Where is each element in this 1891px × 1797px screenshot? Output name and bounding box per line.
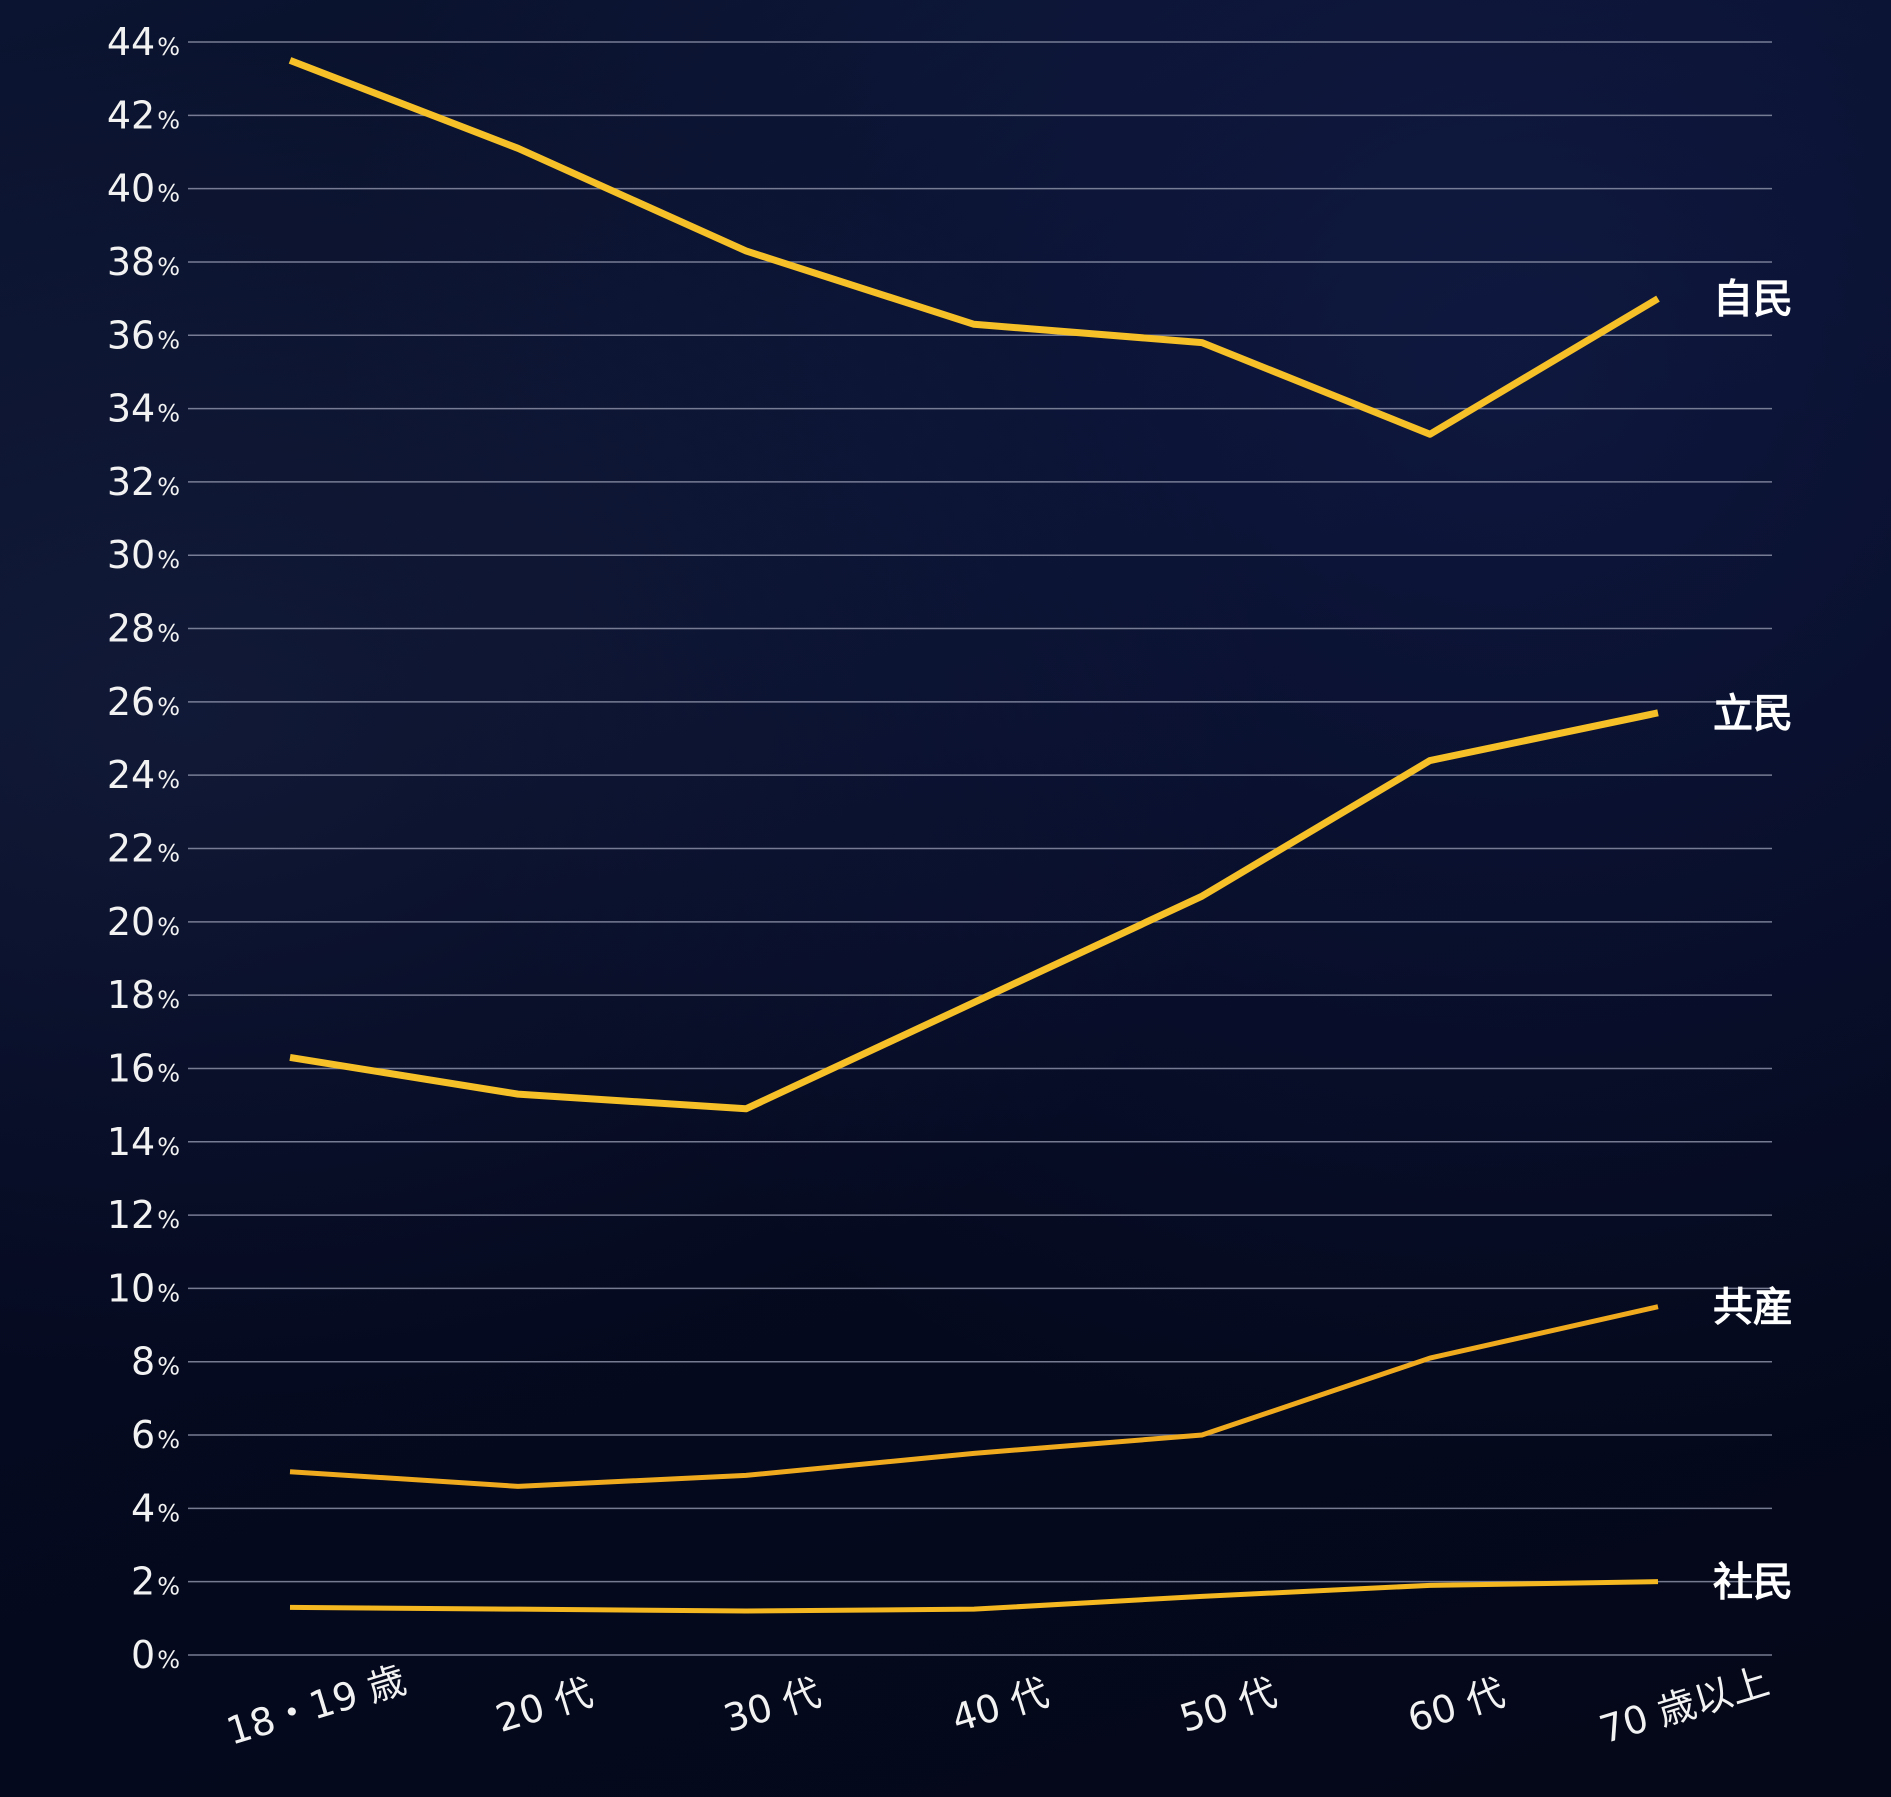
y-tick-label: 34% bbox=[107, 387, 180, 431]
series-lines bbox=[288, 57, 1660, 1614]
y-tick-label: 0% bbox=[131, 1633, 180, 1677]
x-tick-label: 20 代 bbox=[491, 1670, 598, 1741]
y-tick-label: 8% bbox=[131, 1340, 180, 1384]
y-tick-label: 38% bbox=[107, 240, 180, 284]
x-axis-ticks: 18・19 歳 20 代 30 代 40 代 50 代 60 代 70 歳以上 bbox=[221, 1658, 1774, 1754]
series-label: 社民 bbox=[1713, 1560, 1793, 1606]
y-tick-label: 6% bbox=[131, 1413, 180, 1457]
y-tick-label: 26% bbox=[107, 680, 180, 724]
series-line bbox=[289, 709, 1659, 1113]
x-tick-label: 40 代 bbox=[947, 1670, 1054, 1741]
y-tick-label: 40% bbox=[107, 167, 180, 211]
gridlines bbox=[188, 41, 1772, 1656]
x-tick-label: 30 代 bbox=[719, 1670, 826, 1741]
x-tick-label: 70 歳以上 bbox=[1594, 1659, 1774, 1752]
y-tick-label: 28% bbox=[107, 607, 180, 651]
y-tick-label: 2% bbox=[131, 1560, 180, 1604]
x-tick-label: 18・19 歳 bbox=[221, 1658, 411, 1754]
y-tick-label: 14% bbox=[107, 1120, 180, 1164]
y-tick-label: 18% bbox=[107, 973, 180, 1017]
y-tick-label: 42% bbox=[107, 93, 180, 137]
x-tick-label: 60 代 bbox=[1403, 1670, 1510, 1741]
y-tick-label: 36% bbox=[107, 313, 180, 357]
y-tick-label: 30% bbox=[107, 533, 180, 577]
y-tick-label: 24% bbox=[107, 753, 180, 797]
series-label: 共産 bbox=[1713, 1285, 1793, 1331]
y-tick-label: 44% bbox=[107, 20, 180, 64]
y-tick-label: 22% bbox=[107, 827, 180, 871]
y-axis-ticks: 44% 42% 40% 38% 36% 34% 32% 30% 28% 26% 24% 22% 20% 1… bbox=[107, 20, 180, 1677]
y-tick-label: 12% bbox=[107, 1193, 180, 1237]
series-label: 自民 bbox=[1713, 277, 1793, 323]
series-line bbox=[289, 1579, 1659, 1614]
series-line bbox=[288, 57, 1660, 438]
x-tick-label: 50 代 bbox=[1175, 1670, 1282, 1741]
y-tick-label: 4% bbox=[131, 1486, 180, 1530]
y-tick-label: 32% bbox=[107, 460, 180, 504]
y-tick-label: 16% bbox=[107, 1046, 180, 1090]
series-label: 立民 bbox=[1713, 691, 1793, 737]
series-line bbox=[289, 1304, 1659, 1489]
y-tick-label: 10% bbox=[107, 1266, 180, 1310]
y-tick-label: 20% bbox=[107, 900, 180, 944]
